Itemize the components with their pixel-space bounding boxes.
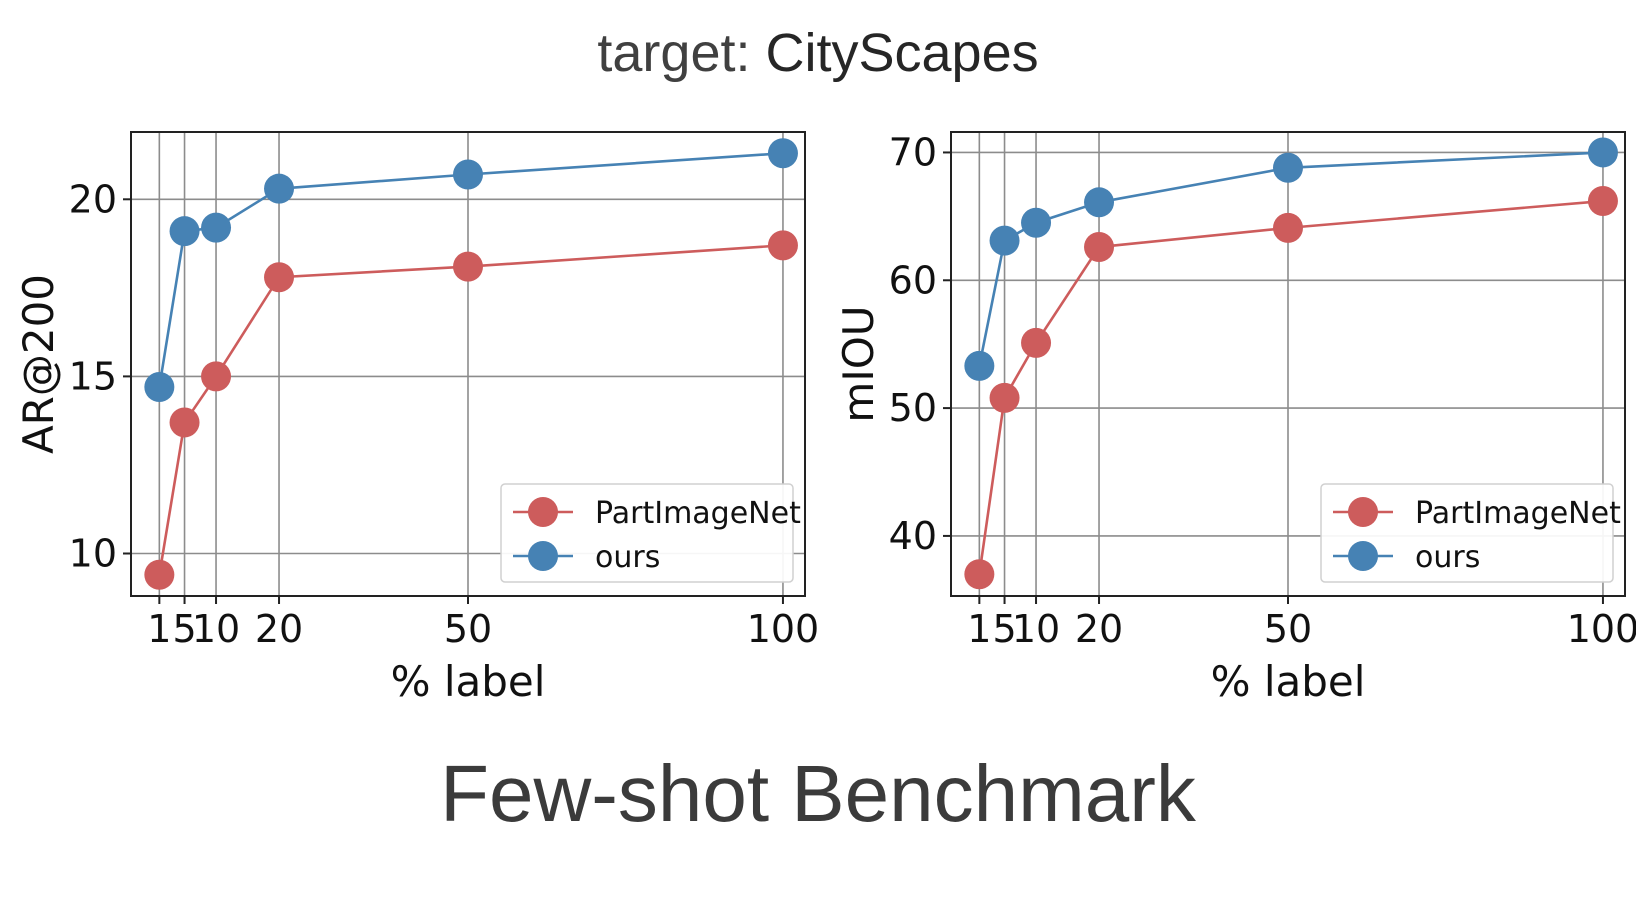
chart-heading: target: CityScapes	[0, 22, 1636, 84]
data-point-ours	[144, 372, 175, 403]
data-point-ours	[1021, 207, 1052, 238]
x-tick-label: 5	[172, 607, 196, 651]
benchmark-title: Few-shot Benchmark	[440, 749, 1196, 838]
legend-label-ours: ours	[595, 540, 660, 575]
x-tick-label: 20	[255, 607, 303, 651]
series-line-partimagenet	[158, 244, 784, 575]
y-tick-label: 60	[889, 258, 937, 302]
data-point-partimagenet	[201, 361, 232, 392]
x-tick-label: 10	[192, 607, 240, 651]
data-point-partimagenet	[453, 251, 483, 282]
legend-box	[1320, 483, 1614, 583]
x-tick-label: 1	[967, 607, 991, 651]
data-point-ours	[1273, 152, 1303, 183]
data-point-ours	[264, 173, 295, 204]
chart-miou: 40 50 60 70 1 510 20 50 100 % label mIOU PartImageN…	[834, 130, 1636, 706]
y-tick-label: 20	[69, 177, 117, 221]
x-tick-label: 20	[1075, 607, 1123, 651]
data-point-ours	[169, 216, 200, 247]
legend-marker-ours	[1348, 541, 1378, 571]
data-point-partimagenet	[144, 559, 175, 590]
data-point-partimagenet	[264, 262, 295, 293]
legend-box	[500, 483, 794, 583]
data-point-ours	[964, 350, 995, 381]
legend-label-ours: ours	[1415, 540, 1480, 575]
data-point-partimagenet	[169, 407, 200, 438]
x-tick-label: 50	[444, 607, 492, 651]
legend-label-partimagenet: PartImageNet	[595, 496, 801, 531]
data-point-ours	[201, 212, 232, 243]
x-axis-label: % label	[1211, 657, 1366, 706]
x-axis-label: % label	[391, 657, 546, 706]
x-tick-label: 10	[1012, 607, 1060, 651]
y-tick-label: 10	[69, 531, 117, 575]
data-point-partimagenet	[767, 230, 798, 261]
series-line-ours	[978, 151, 1604, 367]
y-tick-label: 70	[889, 130, 937, 174]
data-point-partimagenet	[989, 382, 1020, 413]
legend: PartImageNet ours	[1320, 483, 1621, 583]
y-tick-label: 50	[889, 386, 937, 430]
x-tick-label: 100	[1567, 607, 1636, 651]
data-point-partimagenet	[1084, 232, 1115, 263]
y-axis-label: mIOU	[834, 305, 883, 422]
data-point-ours	[1084, 187, 1115, 218]
x-tick-label: 100	[747, 607, 820, 651]
data-point-ours	[989, 225, 1020, 256]
target-prefix: target:	[597, 23, 766, 83]
series-line-partimagenet	[978, 199, 1604, 575]
y-tick-label: 40	[889, 514, 937, 558]
data-point-partimagenet	[964, 559, 995, 590]
legend-label-partimagenet: PartImageNet	[1415, 496, 1621, 531]
legend-marker-ours	[528, 541, 558, 571]
legend: PartImageNet ours	[500, 483, 801, 583]
data-point-ours	[1587, 137, 1618, 168]
data-point-ours	[767, 138, 798, 169]
x-tick-label: 5	[992, 607, 1016, 651]
data-point-partimagenet	[1021, 327, 1052, 358]
legend-marker-partimagenet	[528, 497, 558, 527]
legend-marker-partimagenet	[1348, 497, 1378, 527]
series-line-ours	[158, 151, 784, 388]
x-tick-label: 1	[147, 607, 171, 651]
data-point-partimagenet	[1273, 212, 1303, 243]
target-dataset: CityScapes	[765, 23, 1039, 83]
data-point-partimagenet	[1587, 186, 1618, 217]
y-tick-label: 15	[69, 354, 117, 398]
y-axis-label: AR@200	[14, 274, 63, 454]
data-point-ours	[453, 159, 483, 190]
x-tick-label: 50	[1264, 607, 1312, 651]
